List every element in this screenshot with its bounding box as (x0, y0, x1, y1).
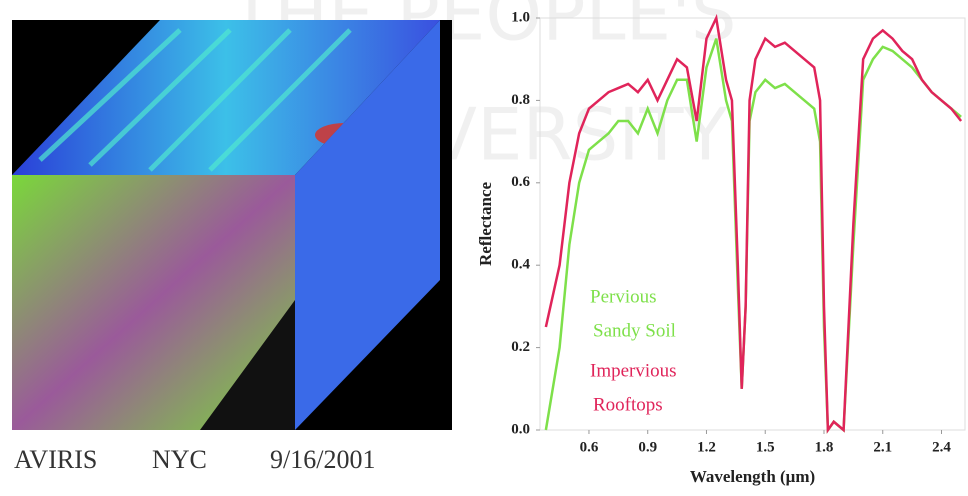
x-tick-label: 1.5 (756, 439, 775, 455)
x-tick-label: 2.4 (932, 439, 951, 455)
caption-text: NYC (152, 445, 207, 474)
annotation: Rooftops (593, 394, 663, 415)
y-tick-label: 0.8 (511, 92, 530, 108)
annotation: Sandy Soil (593, 320, 676, 341)
y-tick-label: 0.2 (511, 339, 530, 355)
x-tick-label: 1.2 (697, 439, 716, 455)
y-tick-label: 1.0 (511, 9, 530, 25)
caption-text: 9/16/2001 (270, 445, 375, 474)
y-axis-label: Reflectance (476, 182, 495, 266)
y-tick-label: 0.6 (511, 174, 530, 190)
hyperspectral-cube (12, 20, 452, 430)
x-tick-label: 0.9 (638, 439, 657, 455)
figure: THE PEOPLE'S UNIVERSITY AVIRIS NYC 9/16/… (0, 0, 968, 491)
x-tick-label: 2.1 (873, 439, 892, 455)
x-tick-label: 0.6 (580, 439, 599, 455)
y-tick-label: 0.0 (511, 421, 530, 437)
chart: 0.0 0.2 0.4 0.6 0.8 1.0 0.6 0.9 1.2 1.5 1.8 2.1 2.4 W… (476, 9, 965, 485)
caption: AVIRIS NYC 9/16/2001 (14, 445, 375, 474)
x-axis-label: Wavelength (μm) (690, 467, 815, 486)
x-tick-label: 1.8 (815, 439, 834, 455)
caption-text: AVIRIS (14, 445, 97, 474)
y-tick-label: 0.4 (511, 257, 530, 273)
annotation: Impervious (590, 360, 677, 381)
annotation: Pervious (590, 286, 657, 307)
